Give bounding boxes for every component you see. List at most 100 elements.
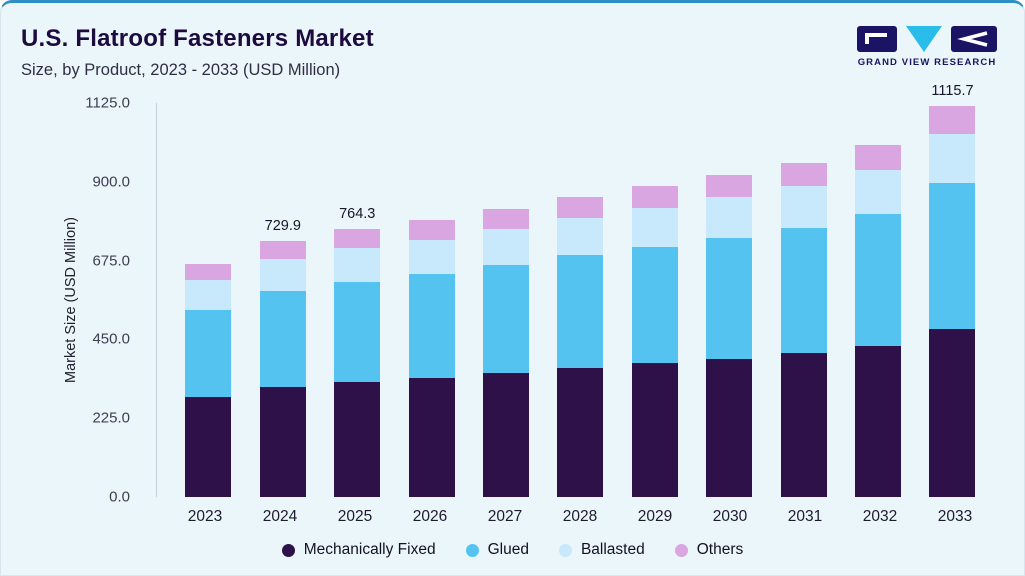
bar-segment-ballasted-2028	[557, 217, 604, 256]
x-tick-label-2032: 2032	[862, 508, 898, 525]
x-tick-label-2024: 2024	[262, 508, 298, 525]
plot-area: 729.9 764.3 1115.7	[156, 83, 1004, 497]
bar-segment-others-2030	[706, 174, 753, 198]
page-title: U.S. Flatroof Fasteners Market	[21, 25, 374, 52]
bar-segment-glued-2032	[855, 213, 902, 346]
bar-segment-ballasted-2026	[408, 239, 455, 275]
bar-segment-others-2033	[929, 106, 976, 134]
x-tick-label-2030: 2030	[712, 508, 748, 525]
bar-segment-glued-2029	[631, 246, 678, 364]
bar-2023	[185, 103, 232, 497]
bar-value-label: 1115.7	[931, 83, 974, 100]
y-tick-label: 450.0	[92, 330, 130, 348]
y-tick-label: 225.0	[92, 409, 130, 427]
bar-segment-ballasted-2031	[780, 186, 827, 228]
x-tick-label-2033: 2033	[937, 508, 973, 525]
bar-segment-others-2025	[334, 229, 381, 249]
stacked-bar	[706, 174, 753, 497]
bar-segment-glued-2025	[334, 281, 381, 382]
bar-segment-ballasted-2025	[334, 248, 381, 282]
y-axis-ticks: 0.0 225.0 450.0 675.0 900.0 1125.0	[79, 95, 143, 506]
bar-segment-glued-2027	[483, 265, 530, 374]
stacked-bar	[631, 186, 678, 497]
legend-label: Glued	[487, 541, 529, 558]
x-tick-label-2023: 2023	[187, 508, 223, 525]
bar-segment-glued-2031	[780, 227, 827, 354]
bar-segment-glued-2026	[408, 274, 455, 378]
bar-segment-mechanically-fixed-2031	[780, 353, 827, 497]
bar-segment-mechanically-fixed-2025	[334, 381, 381, 497]
bar-segment-mechanically-fixed-2033	[929, 329, 976, 497]
bar-segment-ballasted-2029	[631, 207, 678, 247]
legend-label: Mechanically Fixed	[303, 541, 436, 558]
bar-segment-others-2031	[780, 162, 827, 187]
bar-value-label: 764.3	[339, 206, 376, 223]
stacked-bar	[929, 106, 976, 497]
bar-2028	[557, 103, 604, 497]
legend-item-ballasted: Ballasted	[558, 541, 645, 559]
y-tick-label: 675.0	[92, 252, 130, 270]
bar-2025: 764.3	[334, 103, 381, 497]
legend-swatch-icon	[558, 543, 572, 557]
stacked-bar	[259, 241, 306, 497]
bar-segment-mechanically-fixed-2026	[408, 378, 455, 497]
bar-segment-mechanically-fixed-2032	[855, 345, 902, 497]
bar-segment-others-2032	[855, 145, 902, 170]
stacked-bar	[334, 229, 381, 497]
bar-segment-glued-2023	[185, 309, 232, 397]
y-axis-label: Market Size (USD Million)	[63, 217, 79, 383]
bars: 729.9 764.3 1115.7	[157, 83, 1004, 497]
header: U.S. Flatroof Fasteners Market Size, by …	[21, 25, 374, 80]
stacked-bar	[483, 209, 530, 497]
bar-segment-mechanically-fixed-2028	[557, 367, 604, 497]
legend: Mechanically Fixed Glued Ballasted Others	[1, 541, 1024, 559]
x-tick-label-2028: 2028	[562, 508, 598, 525]
bar-2032	[855, 103, 902, 497]
legend-swatch-icon	[281, 543, 295, 557]
bar-segment-ballasted-2033	[929, 133, 976, 183]
y-tick-label: 900.0	[92, 173, 130, 191]
x-axis-labels: 2023 2024 2025 2026 2027 2028 2029 2030 2031 2032…	[156, 508, 1004, 526]
bar-segment-glued-2028	[557, 255, 604, 368]
legend-swatch-icon	[674, 543, 688, 557]
bar-2024: 729.9	[259, 103, 306, 497]
x-tick-label-2027: 2027	[487, 508, 523, 525]
logo-mark-icon	[857, 26, 997, 52]
bar-2033: 1115.7	[929, 83, 976, 497]
legend-item-mechanically-fixed: Mechanically Fixed	[281, 541, 436, 559]
legend-swatch-icon	[465, 543, 479, 557]
bar-segment-others-2027	[483, 209, 530, 230]
bar-segment-glued-2030	[706, 237, 753, 359]
bar-segment-others-2028	[557, 196, 604, 218]
legend-label: Ballasted	[580, 541, 645, 558]
stacked-bar	[557, 196, 604, 497]
bar-segment-ballasted-2032	[855, 169, 902, 214]
bar-segment-ballasted-2027	[483, 229, 530, 266]
bar-segment-others-2024	[259, 241, 306, 260]
bar-segment-mechanically-fixed-2029	[631, 363, 678, 497]
x-tick-label-2026: 2026	[412, 508, 448, 525]
bar-segment-ballasted-2023	[185, 280, 232, 310]
legend-item-glued: Glued	[465, 541, 529, 559]
stacked-bar	[185, 264, 232, 497]
bar-segment-mechanically-fixed-2030	[706, 358, 753, 497]
x-tick-label-2025: 2025	[337, 508, 373, 525]
bar-2030	[706, 103, 753, 497]
bar-2029	[631, 103, 678, 497]
bar-segment-others-2026	[408, 220, 455, 240]
y-tick-label: 1125.0	[85, 94, 130, 112]
bar-segment-others-2029	[631, 186, 678, 208]
legend-item-others: Others	[674, 541, 743, 559]
bar-segment-ballasted-2030	[706, 197, 753, 238]
grand-view-research-logo: GRAND VIEW RESEARCH	[852, 25, 1002, 68]
bar-2026	[408, 103, 455, 497]
bar-value-label: 729.9	[264, 218, 301, 235]
page-subtitle: Size, by Product, 2023 - 2033 (USD Milli…	[21, 61, 341, 79]
stacked-bar	[780, 162, 827, 497]
bar-segment-mechanically-fixed-2023	[185, 396, 232, 497]
stacked-bar	[855, 145, 902, 497]
stacked-bar	[408, 220, 455, 497]
x-tick-label-2029: 2029	[637, 508, 673, 525]
logo-wordmark: GRAND VIEW RESEARCH	[857, 57, 997, 68]
